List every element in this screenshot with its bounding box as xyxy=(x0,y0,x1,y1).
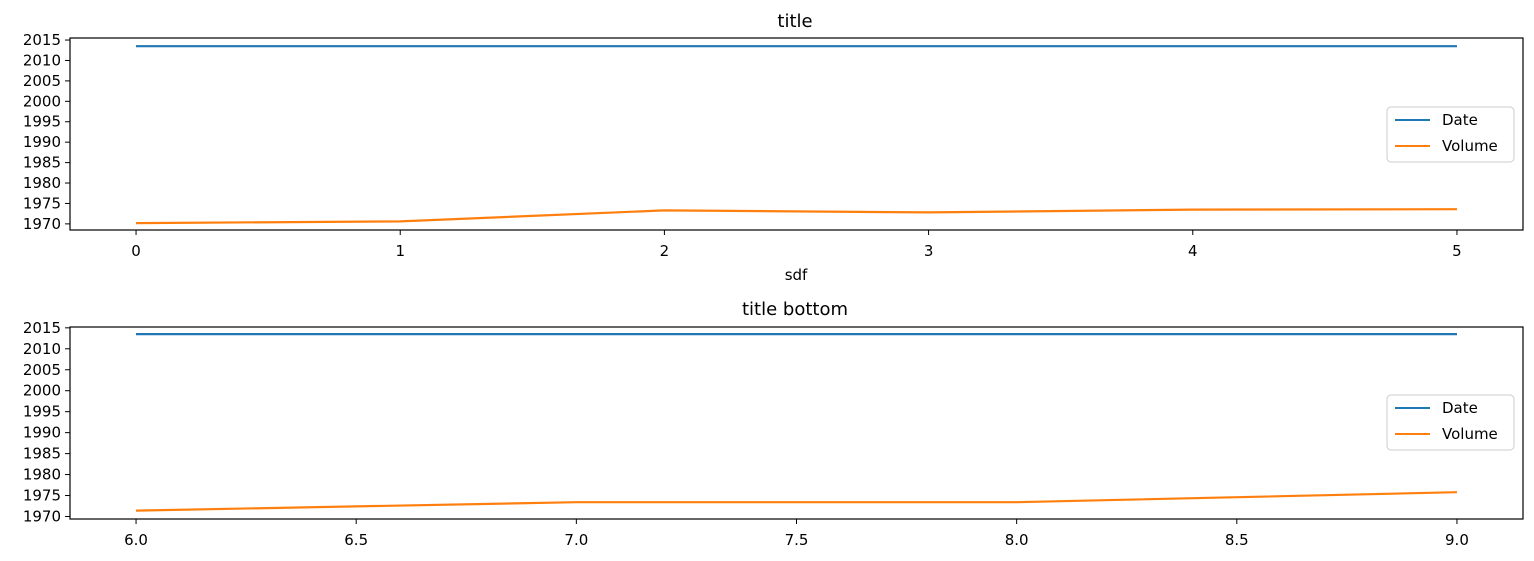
chart-bottom-y-tick-label: 1970 xyxy=(23,507,61,525)
chart-top-legend: Date Volume xyxy=(1386,106,1515,163)
chart-bottom: title bottom 6.0 6.5 7.0 7.5 8.0 8.5 9.0 1970 19… xyxy=(23,299,1524,549)
chart-bottom-plot-frame xyxy=(69,326,1524,520)
chart-top-y-tick-label: 1985 xyxy=(23,154,61,172)
chart-bottom-x-tick-label: 7.5 xyxy=(785,531,809,549)
chart-top-y-tick-label: 2005 xyxy=(23,72,61,90)
chart-bottom-x-tick-label: 8.5 xyxy=(1225,531,1249,549)
chart-top-x-tick-label: 1 xyxy=(395,242,405,260)
chart-bottom-x-tick-label: 7.0 xyxy=(564,531,588,549)
chart-bottom-x-tick-label: 6.0 xyxy=(124,531,148,549)
chart-bottom-x-tick-label: 8.0 xyxy=(1005,531,1029,549)
chart-top-title: title xyxy=(777,11,812,32)
chart-top-x-tick-label: 4 xyxy=(1188,242,1198,260)
chart-bottom-x-tick-label: 6.5 xyxy=(344,531,368,549)
chart-bottom-y-tick-label: 1980 xyxy=(23,466,61,484)
chart-top-legend-volume-label: Volume xyxy=(1442,137,1498,155)
chart-top-y-tick-label: 1990 xyxy=(23,133,61,151)
chart-bottom-legend-volume-label: Volume xyxy=(1442,425,1498,443)
chart-bottom-y-tick-label: 1975 xyxy=(23,487,61,505)
chart-top-series-volume-line xyxy=(135,208,1458,225)
chart-bottom-x-tick-label: 9.0 xyxy=(1445,531,1469,549)
chart-top-x-tick-label: 0 xyxy=(131,242,141,260)
chart-top-y-tick-label: 1980 xyxy=(23,174,61,192)
chart-bottom-y-tick-label: 1985 xyxy=(23,445,61,463)
chart-bottom-y-tick-label: 2000 xyxy=(23,382,61,400)
chart-top-y-tick-label: 2015 xyxy=(23,31,61,49)
chart-top-y-tick-label: 1970 xyxy=(23,215,61,233)
chart-top-x-tick-label: 3 xyxy=(924,242,934,260)
chart-top-x-tick-label: 2 xyxy=(660,242,670,260)
chart-top-x-axis-label: sdf xyxy=(785,266,808,284)
chart-bottom-legend: Date Volume xyxy=(1386,394,1515,451)
chart-top-y-tick-label: 1975 xyxy=(23,194,61,212)
chart-top-y-tick-label: 1995 xyxy=(23,113,61,131)
chart-bottom-y-tick-label: 2015 xyxy=(23,319,61,337)
chart-top-y-tick-label: 2000 xyxy=(23,92,61,110)
chart-bottom-series-volume-line xyxy=(135,491,1458,512)
chart-top-x-tick-label: 5 xyxy=(1452,242,1462,260)
chart-bottom-title: title bottom xyxy=(742,299,848,320)
chart-top-y-tick-label: 2010 xyxy=(23,51,61,69)
chart-top-legend-date-label: Date xyxy=(1442,111,1478,129)
chart-top-plot-frame xyxy=(69,37,1524,231)
chart-bottom-y-tick-label: 1990 xyxy=(23,424,61,442)
chart-bottom-y-tick-label: 1995 xyxy=(23,403,61,421)
chart-bottom-legend-date-label: Date xyxy=(1442,399,1478,417)
chart-bottom-y-tick-label: 2010 xyxy=(23,340,61,358)
chart-bottom-y-tick-label: 2005 xyxy=(23,361,61,379)
chart-top: title 0 1 2 3 4 5 1970 1975 1980 1985 1990 1995 2000… xyxy=(23,11,1524,284)
